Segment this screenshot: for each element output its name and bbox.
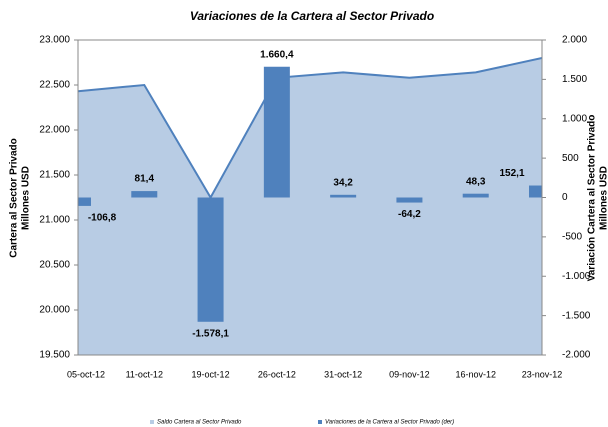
- bar: [330, 194, 357, 198]
- bar: [263, 66, 290, 198]
- x-tick-label: 11-oct-12: [126, 369, 163, 379]
- y2-tick-label: -1.000: [562, 271, 591, 282]
- y-tick-label: 23.000: [39, 35, 70, 46]
- x-tick-label: 05-oct-12: [67, 369, 105, 379]
- bar: [462, 193, 489, 198]
- data-label: 48,3: [466, 176, 486, 187]
- y-tick-label: 21.000: [39, 215, 70, 226]
- legend-swatch: [318, 420, 322, 424]
- data-label: -106,8: [88, 213, 117, 224]
- y2-tick-label: -2.000: [562, 350, 591, 361]
- y2-axis-title: Millones USD: [599, 166, 608, 230]
- data-label: 152,1: [499, 168, 524, 179]
- y-tick-label: 20.500: [39, 260, 70, 271]
- y-tick-label: 22.000: [39, 125, 70, 136]
- area: [78, 58, 542, 355]
- y2-tick-label: 0: [562, 192, 568, 203]
- y2-tick-label: 500: [562, 153, 579, 164]
- bar: [529, 185, 542, 198]
- data-label: -1.578,1: [192, 328, 229, 339]
- data-label: 81,4: [135, 174, 155, 185]
- y2-tick-label: -500: [562, 232, 582, 243]
- bar: [131, 191, 158, 198]
- y-tick-label: 21.500: [39, 170, 70, 181]
- data-label: -64,2: [398, 209, 421, 220]
- data-label: 1.660,4: [260, 49, 294, 60]
- y2-tick-label: 1.500: [562, 74, 587, 85]
- x-tick-label: 16-nov-12: [455, 369, 496, 379]
- y2-tick-label: -1.500: [562, 310, 591, 321]
- x-tick-label: 19-oct-12: [192, 369, 230, 379]
- data-label: 34,2: [333, 177, 353, 188]
- y2-tick-label: 1.000: [562, 113, 587, 124]
- y-tick-label: 22.500: [39, 80, 70, 91]
- area-line: [78, 57, 542, 200]
- plot: [78, 57, 542, 355]
- legend-label: Variaciones de la Cartera al Sector Priv…: [325, 420, 454, 426]
- bar: [396, 197, 423, 203]
- x-tick-label: 26-oct-12: [258, 369, 296, 379]
- x-tick-label: 09-nov-12: [389, 369, 430, 379]
- bar: [78, 197, 91, 206]
- y-axis-title: Cartera al Sector Privado: [9, 138, 20, 258]
- y-axis-title: Millones USD: [21, 166, 32, 230]
- legend-label: Saldo Cartera al Sector Privado: [157, 420, 242, 426]
- chart-title: Variaciones de la Cartera al Sector Priv…: [190, 9, 434, 23]
- y-tick-label: 20.000: [39, 305, 70, 316]
- x-tick-label: 31-oct-12: [324, 369, 362, 379]
- y-tick-label: 19.500: [39, 350, 70, 361]
- bar: [197, 197, 224, 322]
- y2-axis-title: Variación Cartera al Sector Privado: [587, 115, 598, 282]
- x-tick-label: 23-nov-12: [522, 369, 563, 379]
- y2-tick-label: 2.000: [562, 35, 587, 46]
- legend-swatch: [150, 420, 154, 424]
